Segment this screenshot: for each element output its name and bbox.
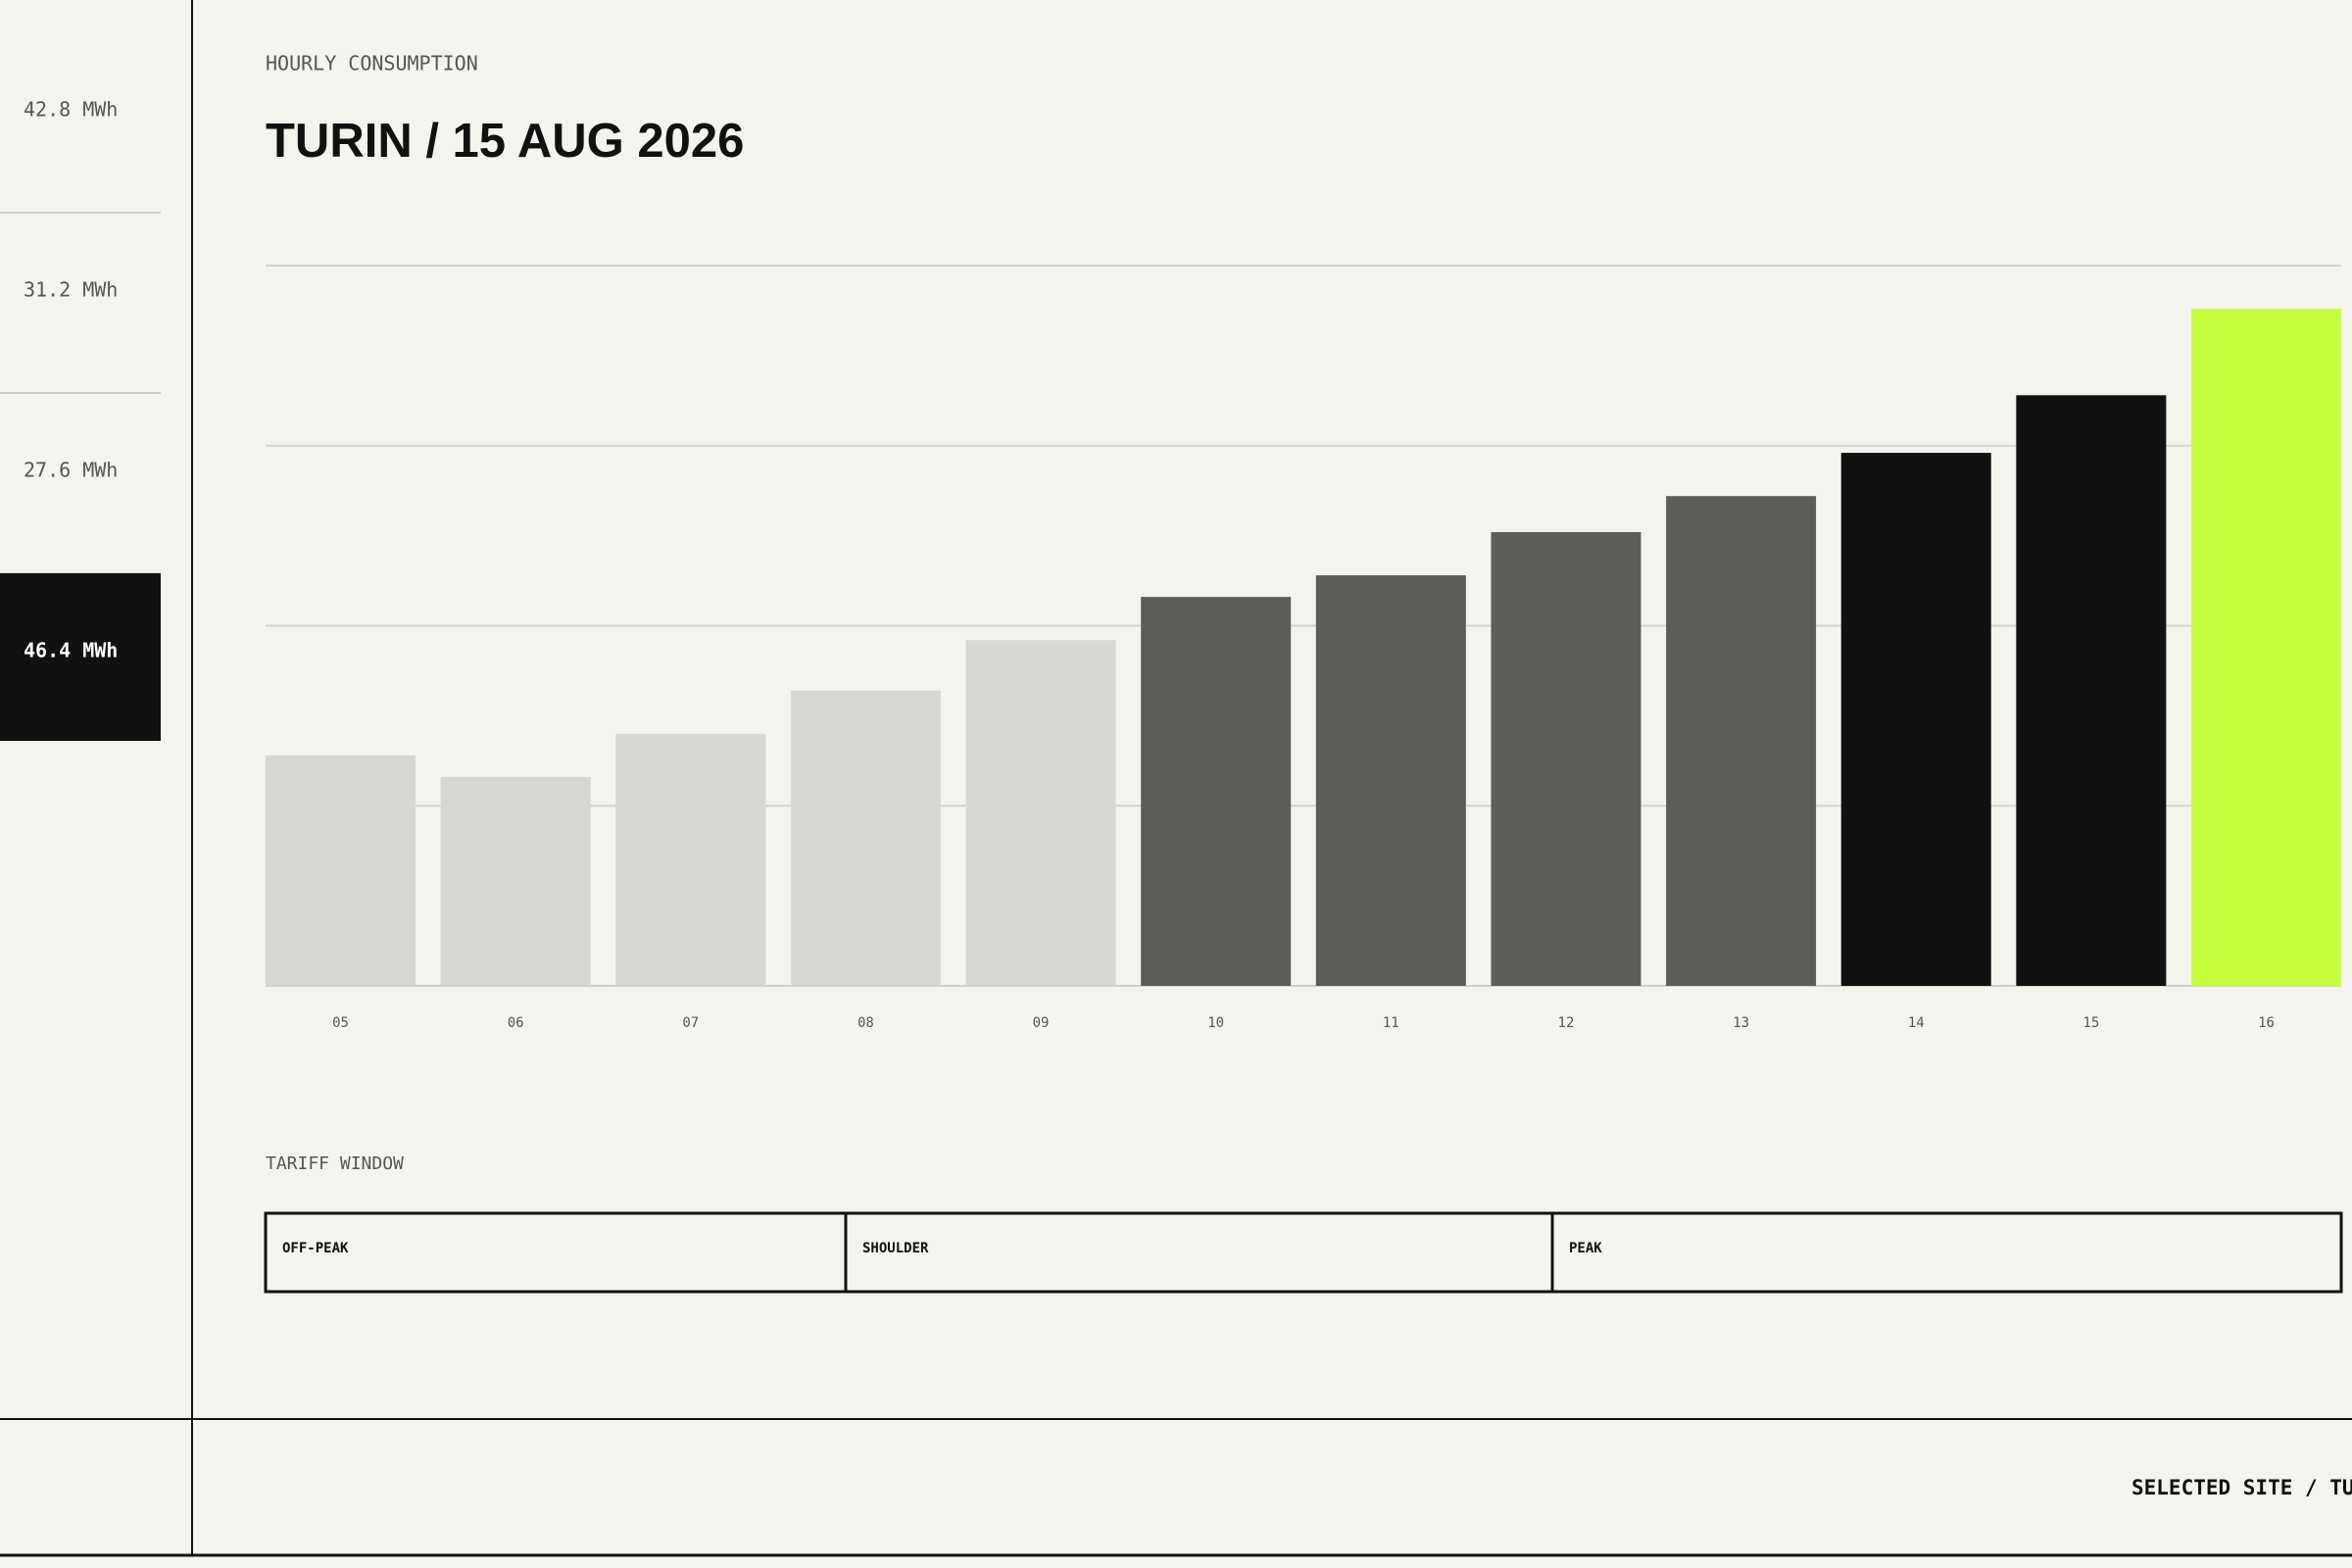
tariff-label: SHOULDER xyxy=(862,1241,929,1256)
bar xyxy=(266,755,416,986)
x-tick-label: 13 xyxy=(1733,1015,1749,1031)
chart: 05 06 07 08 09 10 11 12 13 14 15 16 xyxy=(266,265,2341,1031)
x-tick-label: 14 xyxy=(1908,1015,1925,1031)
bar xyxy=(1315,575,1466,986)
bar xyxy=(1141,597,1292,986)
x-tick-label: 06 xyxy=(508,1015,524,1031)
tariff-window: OFF-PEAK SHOULDER PEAK xyxy=(264,1211,2343,1294)
sidebar-item-active xyxy=(0,573,161,741)
x-tick-label: 08 xyxy=(858,1015,874,1031)
bar xyxy=(1840,453,1991,987)
sidebar-item: 42.8 MWh xyxy=(24,98,118,122)
x-tick-label: 15 xyxy=(2082,1015,2099,1031)
x-tick-label: 09 xyxy=(1033,1015,1050,1031)
x-tick-label: 10 xyxy=(1207,1015,1224,1031)
sidebar: 42.8 MWh 31.2 MWh 27.6 MWh 46.4 MWh xyxy=(0,98,161,741)
page-title: TURIN / 15 AUG 2026 xyxy=(266,115,744,168)
bar xyxy=(1666,496,1817,986)
tariff-segment xyxy=(1550,1211,2343,1294)
tariff-title: TARIFF WINDOW xyxy=(266,1153,404,1174)
x-tick-label: 07 xyxy=(682,1015,699,1031)
sidebar-item: 46.4 MWh xyxy=(24,639,118,662)
x-tick-label: 12 xyxy=(1558,1015,1575,1031)
bar xyxy=(2191,309,2341,987)
sidebar-item: 31.2 MWh xyxy=(24,278,118,302)
bar xyxy=(615,733,766,986)
tariff-label: PEAK xyxy=(1569,1241,1602,1256)
bar xyxy=(965,640,1116,986)
bar xyxy=(440,776,591,986)
x-tick-label: 11 xyxy=(1383,1015,1399,1031)
bar xyxy=(2016,395,2167,986)
x-tick-label: 16 xyxy=(2258,1015,2275,1031)
selected-site: SELECTED SITE / TURIN xyxy=(2132,1476,2352,1499)
eyebrow: HOURLY CONSUMPTION xyxy=(266,52,478,75)
sidebar-item: 27.6 MWh xyxy=(24,459,118,482)
bar xyxy=(790,690,941,986)
bar xyxy=(1491,531,1642,986)
tariff-label: OFF-PEAK xyxy=(282,1241,349,1256)
x-tick-label: 05 xyxy=(332,1015,349,1031)
